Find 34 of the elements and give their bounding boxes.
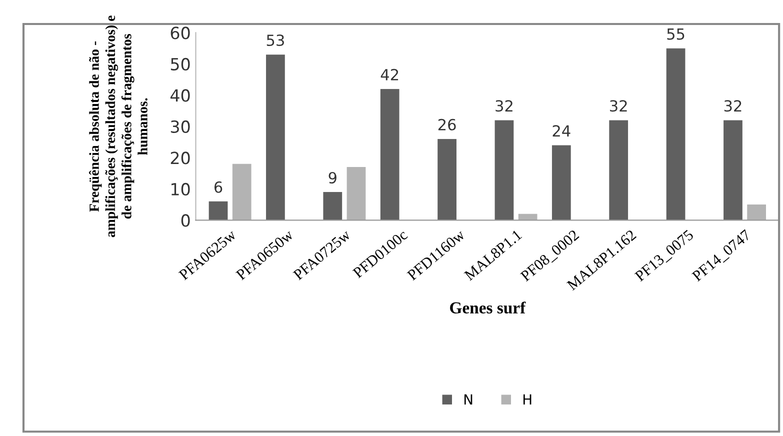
bar [666, 48, 686, 220]
bar [323, 192, 342, 220]
data-label: 32 [496, 100, 512, 112]
bar [724, 120, 742, 220]
bar [266, 54, 285, 220]
data-label: 32 [724, 100, 742, 112]
data-label: 9 [328, 172, 336, 184]
y-tick-label: 50 [170, 58, 190, 71]
y-tick-label: 0 [181, 214, 190, 227]
data-label: 26 [438, 118, 456, 130]
bar [346, 167, 366, 220]
bar [552, 145, 571, 220]
legend-label: N [464, 394, 472, 404]
data-label: 24 [552, 125, 570, 136]
bar [747, 204, 766, 220]
data-label: 6 [214, 181, 222, 193]
bar [438, 138, 456, 220]
y-tick-label: 60 [170, 26, 190, 40]
data-label: 42 [380, 68, 398, 80]
data-label: 53 [266, 34, 284, 46]
data-label: 32 [610, 100, 627, 112]
y-tick-label: 40 [170, 89, 190, 102]
bar [609, 120, 628, 220]
data-label: 55 [667, 28, 684, 40]
y-tick-label: 10 [172, 182, 190, 196]
bar [208, 201, 228, 220]
y-tick-label: 30 [170, 120, 190, 134]
x-axis-title: Genes surf [450, 302, 526, 314]
bar [380, 88, 400, 220]
legend-label: H [523, 394, 532, 404]
y-tick-label: 20 [170, 152, 190, 164]
bar [494, 120, 514, 220]
y-axis-title: Freqüência absoluta de não - amplificações (resultados negativos) e de amplificações de fragmentos humanos. [88, 16, 148, 238]
bar [232, 164, 252, 220]
